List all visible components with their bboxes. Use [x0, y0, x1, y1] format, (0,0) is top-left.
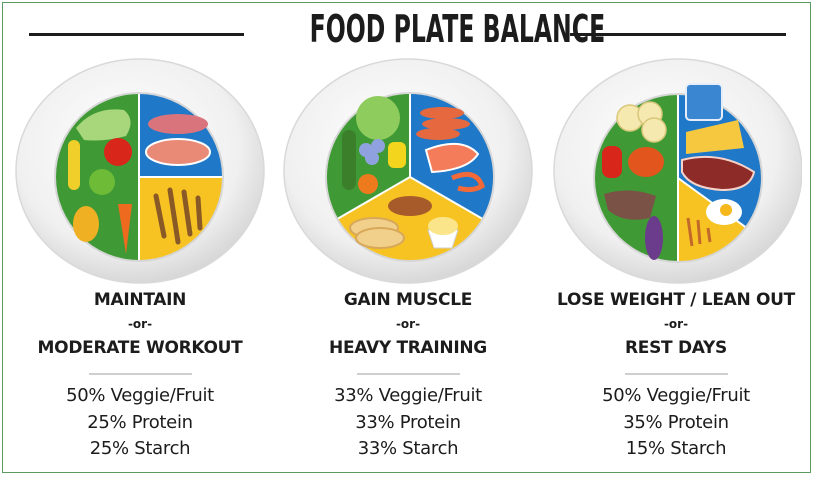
plan-lose-weight: LOSE WEIGHT / LEAN OUT -or- REST DAYS 50… — [540, 55, 812, 475]
page-title: FOOD PLATE BALANCE — [309, 7, 606, 51]
title-rule-right — [570, 33, 786, 36]
plan-heading-or: -or- — [663, 317, 689, 331]
plan-heading-primary: GAIN MUSCLE — [343, 290, 473, 310]
plan-heading-or: -or- — [395, 317, 421, 331]
divider — [89, 373, 192, 375]
divider — [625, 373, 728, 375]
plate-thirds-icon — [282, 58, 534, 284]
stat-protein: 33% Protein — [355, 411, 461, 433]
plate-half-veggie-protein-small-starch-icon — [550, 58, 802, 284]
plan-maintain: MAINTAIN -or- MODERATE WORKOUT 50% Veggi… — [4, 55, 276, 475]
plan-heading-or: -or- — [127, 317, 153, 331]
plan-stats: 50% Veggie/Fruit 25% Protein 25% Starch — [4, 383, 276, 463]
stat-protein: 35% Protein — [623, 411, 729, 433]
title-row: FOOD PLATE BALANCE — [0, 6, 814, 51]
stat-starch: 33% Starch — [357, 438, 459, 459]
plan-heading-secondary: MODERATE WORKOUT — [37, 338, 243, 358]
stat-starch: 25% Starch — [89, 438, 191, 459]
stat-veggie-fruit: 50% Veggie/Fruit — [602, 385, 750, 406]
stat-veggie-fruit: 33% Veggie/Fruit — [334, 385, 482, 406]
divider — [357, 373, 460, 375]
stat-veggie-fruit: 50% Veggie/Fruit — [66, 385, 214, 406]
plan-stats: 33% Veggie/Fruit 33% Protein 33% Starch — [272, 383, 544, 463]
plan-heading-secondary: HEAVY TRAINING — [329, 338, 487, 358]
stat-protein: 25% Protein — [87, 411, 193, 433]
plan-heading-primary: MAINTAIN — [93, 290, 187, 310]
plan-heading-primary: LOSE WEIGHT / LEAN OUT — [557, 290, 795, 310]
plan-stats: 50% Veggie/Fruit 35% Protein 15% Starch — [540, 383, 812, 463]
plan-heading-secondary: REST DAYS — [625, 338, 727, 358]
title-rule-left — [29, 33, 244, 36]
plate-half-veggie-quarter-protein-quarter-starch-icon — [14, 58, 266, 284]
stat-starch: 15% Starch — [625, 438, 727, 459]
plan-gain-muscle: GAIN MUSCLE -or- HEAVY TRAINING 33% Vegg… — [272, 55, 544, 475]
